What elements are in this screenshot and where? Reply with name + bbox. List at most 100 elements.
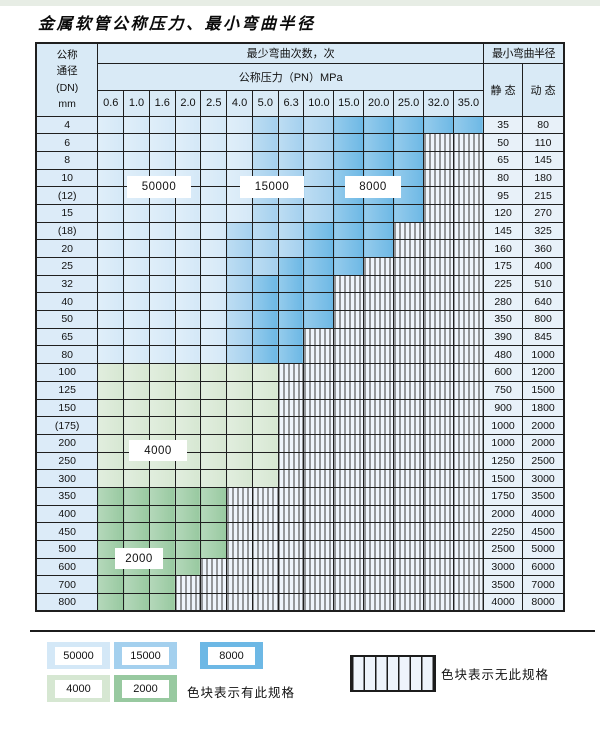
dynamic-value-cell: 3000: [522, 469, 565, 488]
spec-cell: [174, 203, 202, 223]
spec-cell: [174, 239, 202, 258]
spec-cell: [226, 416, 253, 435]
spec-cell: [200, 522, 228, 541]
no-spec-cell: [452, 133, 485, 152]
dn-cell: 150: [35, 398, 99, 418]
no-spec-cell: [452, 239, 485, 258]
dynamic-value-cell: 845: [522, 327, 565, 347]
spec-cell: [333, 115, 365, 135]
spec-cell: [123, 133, 150, 152]
static-value-cell: 4000: [482, 593, 524, 612]
spec-cell: [251, 380, 279, 400]
spec-cell: [226, 150, 253, 170]
table-row: (175) 1000 2000: [35, 416, 565, 435]
no-spec-cell: [226, 593, 253, 612]
spec-cell: [277, 310, 305, 329]
spec-cell: [97, 203, 125, 223]
spec-cell: [123, 398, 150, 418]
legend-swatch-label: 15000: [122, 646, 169, 665]
dynamic-value-cell: 2000: [522, 433, 565, 453]
static-value-cell: 1250: [482, 451, 524, 471]
no-spec-cell: [393, 274, 425, 294]
spec-cell: [226, 469, 253, 488]
no-spec-cell: [452, 469, 485, 488]
spec-cell: [174, 469, 202, 488]
spec-cell: [251, 416, 279, 435]
no-spec-cell: [200, 593, 228, 612]
spec-cell: [363, 133, 395, 152]
spec-cell: [226, 292, 253, 312]
spec-cell: [333, 257, 365, 276]
spec-cell: [97, 504, 125, 524]
spec-cell: [148, 292, 176, 312]
static-value-cell: 1000: [482, 416, 524, 435]
dynamic-value-cell: 215: [522, 186, 565, 205]
spec-cell: [123, 363, 150, 382]
spec-cell: [97, 398, 125, 418]
table-row: 32 225 510: [35, 274, 565, 294]
spec-cell: [251, 203, 279, 223]
dn-cell: 32: [35, 274, 99, 294]
spec-cell: [174, 345, 202, 365]
header-pn-1.6: 1.6: [148, 89, 176, 117]
dn-cell: 4: [35, 115, 99, 135]
dn-cell: 6: [35, 133, 99, 152]
spec-cell: [123, 115, 150, 135]
spec-cell: [97, 133, 125, 152]
dynamic-value-cell: 360: [522, 239, 565, 258]
spec-cell: [200, 486, 228, 506]
spec-cell: [200, 186, 228, 205]
static-value-cell: 600: [482, 363, 524, 382]
table-row: 4 35 80: [35, 115, 565, 135]
table-row: 400 2000 4000: [35, 504, 565, 524]
no-spec-cell: [393, 310, 425, 329]
no-spec-cell: [393, 504, 425, 524]
spec-cell: [148, 310, 176, 329]
spec-cell: [174, 380, 202, 400]
spec-cell: [97, 575, 125, 595]
header-dn-line: mm: [58, 98, 76, 111]
no-spec-cell: [363, 327, 395, 347]
no-spec-cell: [303, 327, 335, 347]
spec-cell: [277, 257, 305, 276]
spec-cell: [277, 345, 305, 365]
no-spec-cell: [393, 257, 425, 276]
no-spec-cell: [423, 363, 454, 382]
dynamic-value-cell: 80: [522, 115, 565, 135]
no-spec-cell: [303, 593, 335, 612]
static-value-cell: 750: [482, 380, 524, 400]
static-value-cell: 280: [482, 292, 524, 312]
header-pn-0.6: 0.6: [97, 89, 125, 117]
spec-cell: [148, 150, 176, 170]
spec-cell: [148, 486, 176, 506]
no-spec-cell: [303, 469, 335, 488]
no-spec-cell: [363, 469, 395, 488]
spec-cell: [97, 115, 125, 135]
dn-cell: (175): [35, 416, 99, 435]
spec-cell: [303, 239, 335, 258]
no-spec-cell: [452, 150, 485, 170]
header-pn-20.0: 20.0: [363, 89, 395, 117]
spec-cell: [251, 274, 279, 294]
header-pn-10.0: 10.0: [303, 89, 335, 117]
header-pn-2.5: 2.5: [200, 89, 228, 117]
table-row: 25 175 400: [35, 257, 565, 276]
no-spec-cell: [251, 593, 279, 612]
table-row: 700 3500 7000: [35, 575, 565, 595]
table-row: 100 600 1200: [35, 363, 565, 382]
spec-cell: [123, 345, 150, 365]
dn-cell: 600: [35, 557, 99, 577]
no-spec-cell: [423, 593, 454, 612]
no-spec-cell: [363, 257, 395, 276]
no-spec-cell: [452, 221, 485, 241]
spec-cell: [303, 203, 335, 223]
no-spec-cell: [452, 451, 485, 471]
no-spec-cell: [333, 557, 365, 577]
no-spec-cell: [303, 398, 335, 418]
dn-cell: 250: [35, 451, 99, 471]
no-spec-cell: [423, 522, 454, 541]
no-spec-cell: [423, 239, 454, 258]
table-row: 6 50 110: [35, 133, 565, 152]
spec-cell: [226, 257, 253, 276]
